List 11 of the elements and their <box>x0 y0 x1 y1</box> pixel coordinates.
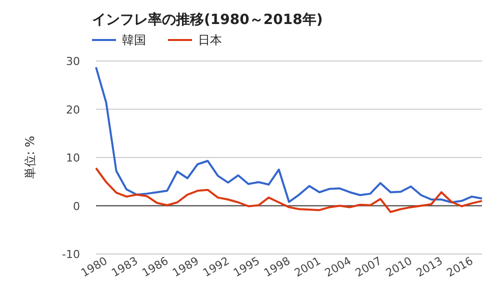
y-tick-label: -10 <box>62 248 80 261</box>
line-series <box>95 66 483 204</box>
y-tick-label: 10 <box>66 152 80 164</box>
y-tick-label: 0 <box>73 200 80 213</box>
y-tick-label: 20 <box>66 103 80 116</box>
y-axis-title: 単位: % <box>23 136 37 180</box>
y-tick-label: 30 <box>66 55 80 68</box>
line-series <box>95 167 483 214</box>
legend-label: 日本 <box>198 33 222 47</box>
legend-label: 韓国 <box>122 33 146 47</box>
chart-title: インフレ率の推移(1980～2018年) <box>92 11 323 28</box>
